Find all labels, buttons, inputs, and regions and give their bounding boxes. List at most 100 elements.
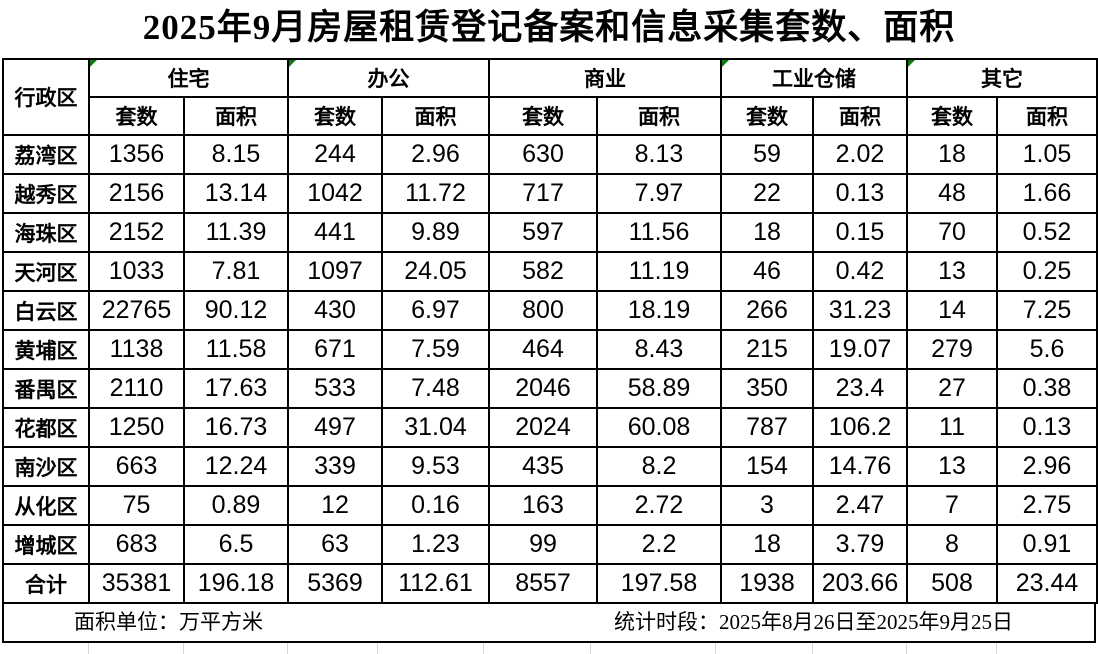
- group-header-cell-residential[interactable]: 住宅: [88, 58, 289, 98]
- value-cell[interactable]: 7.97: [596, 173, 722, 214]
- value-cell[interactable]: 671: [287, 329, 383, 370]
- value-cell[interactable]: 1938: [720, 563, 814, 604]
- value-cell[interactable]: 464: [488, 329, 598, 370]
- value-cell[interactable]: 8557: [488, 563, 598, 604]
- value-cell[interactable]: 2024: [488, 407, 598, 448]
- value-cell[interactable]: 13: [906, 446, 998, 487]
- value-cell[interactable]: 46: [720, 251, 814, 292]
- value-cell[interactable]: 70: [906, 212, 998, 253]
- value-cell[interactable]: 203.66: [812, 563, 908, 604]
- value-cell[interactable]: 8.2: [596, 446, 722, 487]
- value-cell[interactable]: 2.96: [381, 134, 490, 175]
- value-cell[interactable]: 244: [287, 134, 383, 175]
- value-cell[interactable]: 266: [720, 290, 814, 331]
- district-cell[interactable]: 黄埔区: [2, 329, 90, 370]
- value-cell[interactable]: 112.61: [381, 563, 490, 604]
- value-cell[interactable]: 0.13: [996, 407, 1098, 448]
- value-cell[interactable]: 215: [720, 329, 814, 370]
- value-cell[interactable]: 22765: [88, 290, 185, 331]
- value-cell[interactable]: 75: [88, 485, 185, 526]
- value-cell[interactable]: 0.16: [381, 485, 490, 526]
- value-cell[interactable]: 2.02: [812, 134, 908, 175]
- value-cell[interactable]: 2.2: [596, 524, 722, 565]
- value-cell[interactable]: 31.23: [812, 290, 908, 331]
- subheader-cell-area[interactable]: 面积: [381, 96, 490, 136]
- value-cell[interactable]: 197.58: [596, 563, 722, 604]
- value-cell[interactable]: 5369: [287, 563, 383, 604]
- value-cell[interactable]: 154: [720, 446, 814, 487]
- value-cell[interactable]: 7.25: [996, 290, 1098, 331]
- value-cell[interactable]: 6.97: [381, 290, 490, 331]
- value-cell[interactable]: 7: [906, 485, 998, 526]
- value-cell[interactable]: 8.15: [183, 134, 289, 175]
- value-cell[interactable]: 683: [88, 524, 185, 565]
- value-cell[interactable]: 1.66: [996, 173, 1098, 214]
- district-cell[interactable]: 增城区: [2, 524, 90, 565]
- value-cell[interactable]: 787: [720, 407, 814, 448]
- value-cell[interactable]: 11.39: [183, 212, 289, 253]
- value-cell[interactable]: 0.89: [183, 485, 289, 526]
- value-cell[interactable]: 17.63: [183, 368, 289, 409]
- value-cell[interactable]: 5.6: [996, 329, 1098, 370]
- district-cell[interactable]: 越秀区: [2, 173, 90, 214]
- group-header-cell-commercial[interactable]: 商业: [488, 58, 722, 98]
- value-cell[interactable]: 18: [720, 524, 814, 565]
- value-cell[interactable]: 11.19: [596, 251, 722, 292]
- value-cell[interactable]: 1097: [287, 251, 383, 292]
- subheader-cell-area[interactable]: 面积: [183, 96, 289, 136]
- value-cell[interactable]: 7.59: [381, 329, 490, 370]
- value-cell[interactable]: 90.12: [183, 290, 289, 331]
- value-cell[interactable]: 2152: [88, 212, 185, 253]
- value-cell[interactable]: 8.13: [596, 134, 722, 175]
- subheader-cell-units[interactable]: 套数: [488, 96, 598, 136]
- value-cell[interactable]: 35381: [88, 563, 185, 604]
- value-cell[interactable]: 2046: [488, 368, 598, 409]
- value-cell[interactable]: 1042: [287, 173, 383, 214]
- district-cell[interactable]: 荔湾区: [2, 134, 90, 175]
- subheader-cell-area[interactable]: 面积: [996, 96, 1098, 136]
- value-cell[interactable]: 11.72: [381, 173, 490, 214]
- value-cell[interactable]: 279: [906, 329, 998, 370]
- value-cell[interactable]: 1356: [88, 134, 185, 175]
- value-cell[interactable]: 11.58: [183, 329, 289, 370]
- value-cell[interactable]: 9.89: [381, 212, 490, 253]
- value-cell[interactable]: 18.19: [596, 290, 722, 331]
- value-cell[interactable]: 800: [488, 290, 598, 331]
- value-cell[interactable]: 14.76: [812, 446, 908, 487]
- value-cell[interactable]: 6.5: [183, 524, 289, 565]
- value-cell[interactable]: 717: [488, 173, 598, 214]
- value-cell[interactable]: 533: [287, 368, 383, 409]
- corner-header-cell[interactable]: 行政区: [2, 58, 90, 136]
- value-cell[interactable]: 497: [287, 407, 383, 448]
- value-cell[interactable]: 13.14: [183, 173, 289, 214]
- value-cell[interactable]: 630: [488, 134, 598, 175]
- value-cell[interactable]: 0.13: [812, 173, 908, 214]
- district-cell[interactable]: 合计: [2, 563, 90, 604]
- district-cell[interactable]: 从化区: [2, 485, 90, 526]
- value-cell[interactable]: 11.56: [596, 212, 722, 253]
- subheader-cell-units[interactable]: 套数: [720, 96, 814, 136]
- group-header-cell-other[interactable]: 其它: [906, 58, 1098, 98]
- subheader-cell-area[interactable]: 面积: [596, 96, 722, 136]
- group-header-cell-industrial[interactable]: 工业仓储: [720, 58, 908, 98]
- value-cell[interactable]: 18: [720, 212, 814, 253]
- value-cell[interactable]: 430: [287, 290, 383, 331]
- value-cell[interactable]: 2156: [88, 173, 185, 214]
- value-cell[interactable]: 441: [287, 212, 383, 253]
- value-cell[interactable]: 508: [906, 563, 998, 604]
- subheader-cell-units[interactable]: 套数: [88, 96, 185, 136]
- value-cell[interactable]: 63: [287, 524, 383, 565]
- value-cell[interactable]: 196.18: [183, 563, 289, 604]
- value-cell[interactable]: 339: [287, 446, 383, 487]
- value-cell[interactable]: 1.05: [996, 134, 1098, 175]
- value-cell[interactable]: 48: [906, 173, 998, 214]
- value-cell[interactable]: 1138: [88, 329, 185, 370]
- district-cell[interactable]: 海珠区: [2, 212, 90, 253]
- value-cell[interactable]: 23.44: [996, 563, 1098, 604]
- value-cell[interactable]: 3: [720, 485, 814, 526]
- district-cell[interactable]: 花都区: [2, 407, 90, 448]
- value-cell[interactable]: 1250: [88, 407, 185, 448]
- value-cell[interactable]: 23.4: [812, 368, 908, 409]
- value-cell[interactable]: 2.96: [996, 446, 1098, 487]
- value-cell[interactable]: 12.24: [183, 446, 289, 487]
